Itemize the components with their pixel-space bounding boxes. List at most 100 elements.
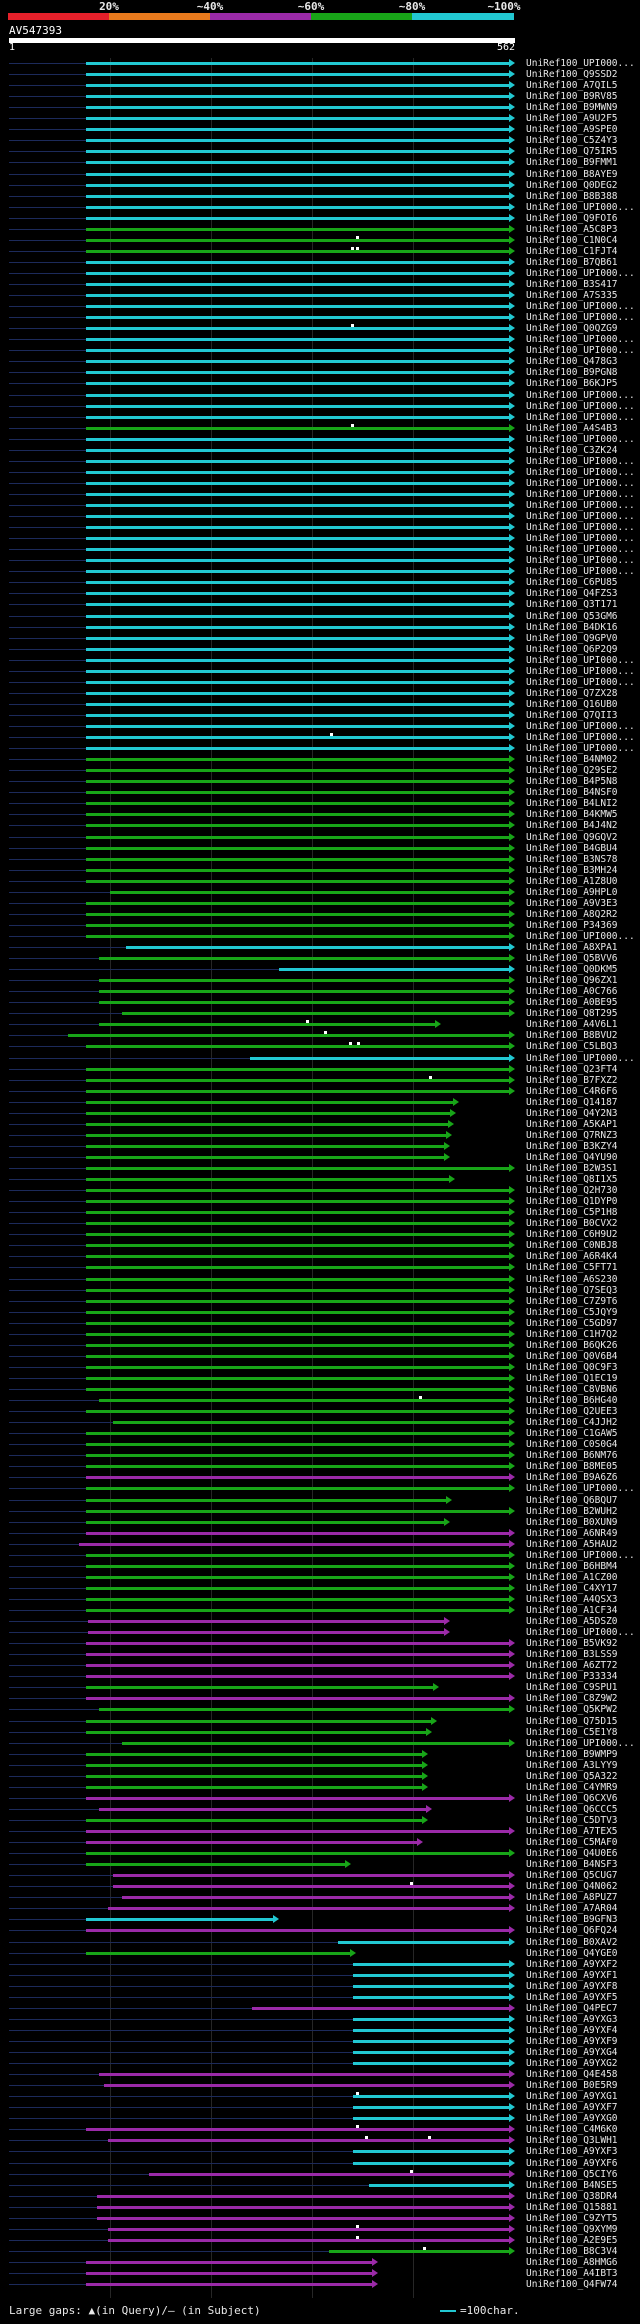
hit-row[interactable]: UniRef100_UPI000... bbox=[0, 511, 640, 522]
hit-row[interactable]: UniRef100_A9YXG3 bbox=[0, 2014, 640, 2025]
hit-label[interactable]: UniRef100_UPI000... bbox=[526, 411, 635, 423]
hit-row[interactable]: UniRef100_Q9GPV0 bbox=[0, 633, 640, 644]
hit-row[interactable]: UniRef100_C5P1H8 bbox=[0, 1207, 640, 1218]
hit-row[interactable]: UniRef100_Q5A322 bbox=[0, 1771, 640, 1782]
hit-row[interactable]: UniRef100_A9YXG2 bbox=[0, 2058, 640, 2069]
hit-row[interactable]: UniRef100_B3NS78 bbox=[0, 854, 640, 865]
hit-label[interactable]: UniRef100_B0E5R9 bbox=[526, 2080, 618, 2092]
hit-alignment-bar[interactable] bbox=[86, 1918, 275, 1922]
hit-alignment-bar[interactable] bbox=[86, 194, 510, 198]
hit-label[interactable]: UniRef100_Q53GM6 bbox=[526, 610, 618, 622]
hit-label[interactable]: UniRef100_UPI000... bbox=[526, 400, 635, 412]
hit-alignment-bar[interactable] bbox=[86, 1111, 452, 1115]
hit-row[interactable]: UniRef100_Q6CCC5 bbox=[0, 1804, 640, 1815]
hit-alignment-bar[interactable] bbox=[86, 1830, 510, 1833]
hit-row[interactable]: UniRef100_C4M6K0 bbox=[0, 2124, 640, 2135]
hit-row[interactable]: UniRef100_P33334 bbox=[0, 1671, 640, 1682]
hit-label[interactable]: UniRef100_Q75IR5 bbox=[526, 146, 618, 158]
hit-row[interactable]: UniRef100_UPI000... bbox=[0, 677, 640, 688]
hit-alignment-bar[interactable] bbox=[88, 1620, 446, 1624]
hit-row[interactable]: UniRef100_A9YXF8 bbox=[0, 1981, 640, 1992]
hit-row[interactable]: UniRef100_C1FJT4 bbox=[0, 246, 640, 257]
hit-alignment-bar[interactable] bbox=[99, 2073, 510, 2077]
hit-alignment-bar[interactable] bbox=[86, 526, 510, 530]
hit-row[interactable]: UniRef100_B4NM02 bbox=[0, 754, 640, 765]
hit-row[interactable]: UniRef100_C6PU85 bbox=[0, 577, 640, 588]
hit-row[interactable]: UniRef100_UPI000... bbox=[0, 500, 640, 511]
hit-label[interactable]: UniRef100_C9ZYT5 bbox=[526, 2212, 618, 2224]
hit-row[interactable]: UniRef100_B9FMM1 bbox=[0, 157, 640, 168]
hit-label[interactable]: UniRef100_A4QSX3 bbox=[526, 1593, 618, 1605]
hit-label[interactable]: UniRef100_UPI000... bbox=[526, 201, 635, 213]
hit-alignment-bar[interactable] bbox=[86, 614, 510, 618]
hit-label[interactable]: UniRef100_C1FJT4 bbox=[526, 245, 618, 257]
hit-alignment-bar[interactable] bbox=[86, 128, 510, 132]
hit-alignment-bar[interactable] bbox=[86, 1144, 446, 1148]
hit-alignment-bar[interactable] bbox=[86, 1432, 510, 1436]
hit-alignment-bar[interactable] bbox=[86, 1045, 510, 1049]
hit-label[interactable]: UniRef100_A9HPL0 bbox=[526, 886, 618, 898]
hit-row[interactable]: UniRef100_A9YXG0 bbox=[0, 2113, 640, 2124]
hit-row[interactable]: UniRef100_Q16UB0 bbox=[0, 699, 640, 710]
hit-row[interactable]: UniRef100_A7AR04 bbox=[0, 1903, 640, 1914]
hit-alignment-bar[interactable] bbox=[86, 1332, 510, 1336]
hit-row[interactable]: UniRef100_C5MAF0 bbox=[0, 1837, 640, 1848]
hit-label[interactable]: UniRef100_B3S417 bbox=[526, 279, 618, 290]
hit-alignment-bar[interactable] bbox=[250, 1056, 510, 1060]
hit-row[interactable]: UniRef100_Q7RNZ3 bbox=[0, 1130, 640, 1141]
hit-label[interactable]: UniRef100_A6S230 bbox=[526, 1273, 618, 1285]
hit-label[interactable]: UniRef100_B3LSS9 bbox=[526, 1649, 618, 1661]
hit-row[interactable]: UniRef100_A9YXF7 bbox=[0, 2102, 640, 2113]
hit-row[interactable]: UniRef100_C5E1Y8 bbox=[0, 1727, 640, 1738]
hit-label[interactable]: UniRef100_Q4YU90 bbox=[526, 1151, 618, 1163]
hit-row[interactable]: UniRef100_UPI000... bbox=[0, 467, 640, 478]
hit-alignment-bar[interactable] bbox=[86, 327, 510, 331]
hit-alignment-bar[interactable] bbox=[86, 879, 510, 883]
hit-label[interactable]: UniRef100_B4NSF3 bbox=[526, 1859, 618, 1871]
hit-alignment-bar[interactable] bbox=[86, 901, 510, 905]
hit-alignment-bar[interactable] bbox=[86, 813, 510, 817]
hit-row[interactable]: UniRef100_A9HPL0 bbox=[0, 887, 640, 898]
hit-row[interactable]: UniRef100_C4YMR9 bbox=[0, 1782, 640, 1793]
hit-alignment-bar[interactable] bbox=[67, 1034, 510, 1038]
hit-alignment-bar[interactable] bbox=[97, 2205, 510, 2209]
hit-alignment-bar[interactable] bbox=[86, 205, 510, 209]
hit-label[interactable]: UniRef100_UPI000... bbox=[526, 544, 635, 556]
hit-row[interactable]: UniRef100_Q2H730 bbox=[0, 1185, 640, 1196]
hit-alignment-bar[interactable] bbox=[86, 1388, 510, 1391]
hit-row[interactable]: UniRef100_Q6P2Q9 bbox=[0, 644, 640, 655]
hit-alignment-bar[interactable] bbox=[86, 448, 510, 452]
hit-label[interactable]: UniRef100_C5FT71 bbox=[526, 1262, 618, 1274]
hit-row[interactable]: UniRef100_Q5CIY6 bbox=[0, 2169, 640, 2180]
hit-row[interactable]: UniRef100_UPI000... bbox=[0, 666, 640, 677]
hit-alignment-bar[interactable] bbox=[86, 791, 510, 795]
hit-label[interactable]: UniRef100_A9YXG4 bbox=[526, 2047, 618, 2058]
hit-alignment-bar[interactable] bbox=[252, 2006, 510, 2010]
hit-alignment-bar[interactable] bbox=[86, 1553, 510, 1557]
hit-row[interactable]: UniRef100_A1CF34 bbox=[0, 1605, 640, 1616]
hit-label[interactable]: UniRef100_C8VBN6 bbox=[526, 1384, 618, 1395]
hit-row[interactable]: UniRef100_B0XAV2 bbox=[0, 1937, 640, 1948]
hit-label[interactable]: UniRef100_UPI000... bbox=[526, 334, 635, 346]
hit-row[interactable]: UniRef100_UPI000... bbox=[0, 533, 640, 544]
hit-alignment-bar[interactable] bbox=[86, 515, 510, 519]
hit-alignment-bar[interactable] bbox=[86, 669, 510, 673]
hit-alignment-bar[interactable] bbox=[86, 1211, 510, 1215]
hit-label[interactable]: UniRef100_B4J4N2 bbox=[526, 820, 618, 832]
hit-label[interactable]: UniRef100_Q0DEG2 bbox=[526, 179, 618, 191]
hit-row[interactable]: UniRef100_UPI000... bbox=[0, 202, 640, 213]
hit-label[interactable]: UniRef100_B0CVX2 bbox=[526, 1218, 618, 1230]
hit-label[interactable]: UniRef100_UPI000... bbox=[526, 58, 635, 69]
hit-label[interactable]: UniRef100_B8AYE9 bbox=[526, 168, 618, 180]
hit-alignment-bar[interactable] bbox=[97, 2194, 510, 2198]
hit-alignment-bar[interactable] bbox=[86, 294, 510, 298]
hit-alignment-bar[interactable] bbox=[148, 2172, 510, 2176]
hit-row[interactable]: UniRef100_C6H9U2 bbox=[0, 1229, 640, 1240]
hit-alignment-bar[interactable] bbox=[121, 1896, 510, 1900]
hit-label[interactable]: UniRef100_Q23FT4 bbox=[526, 1063, 618, 1075]
hit-alignment-bar[interactable] bbox=[337, 1940, 510, 1944]
hit-label[interactable]: UniRef100_A9YXG1 bbox=[526, 2091, 618, 2103]
hit-row[interactable]: UniRef100_UPI000... bbox=[0, 401, 640, 412]
hit-alignment-bar[interactable] bbox=[352, 1995, 510, 1999]
hit-label[interactable]: UniRef100_B7FXZ2 bbox=[526, 1074, 618, 1086]
